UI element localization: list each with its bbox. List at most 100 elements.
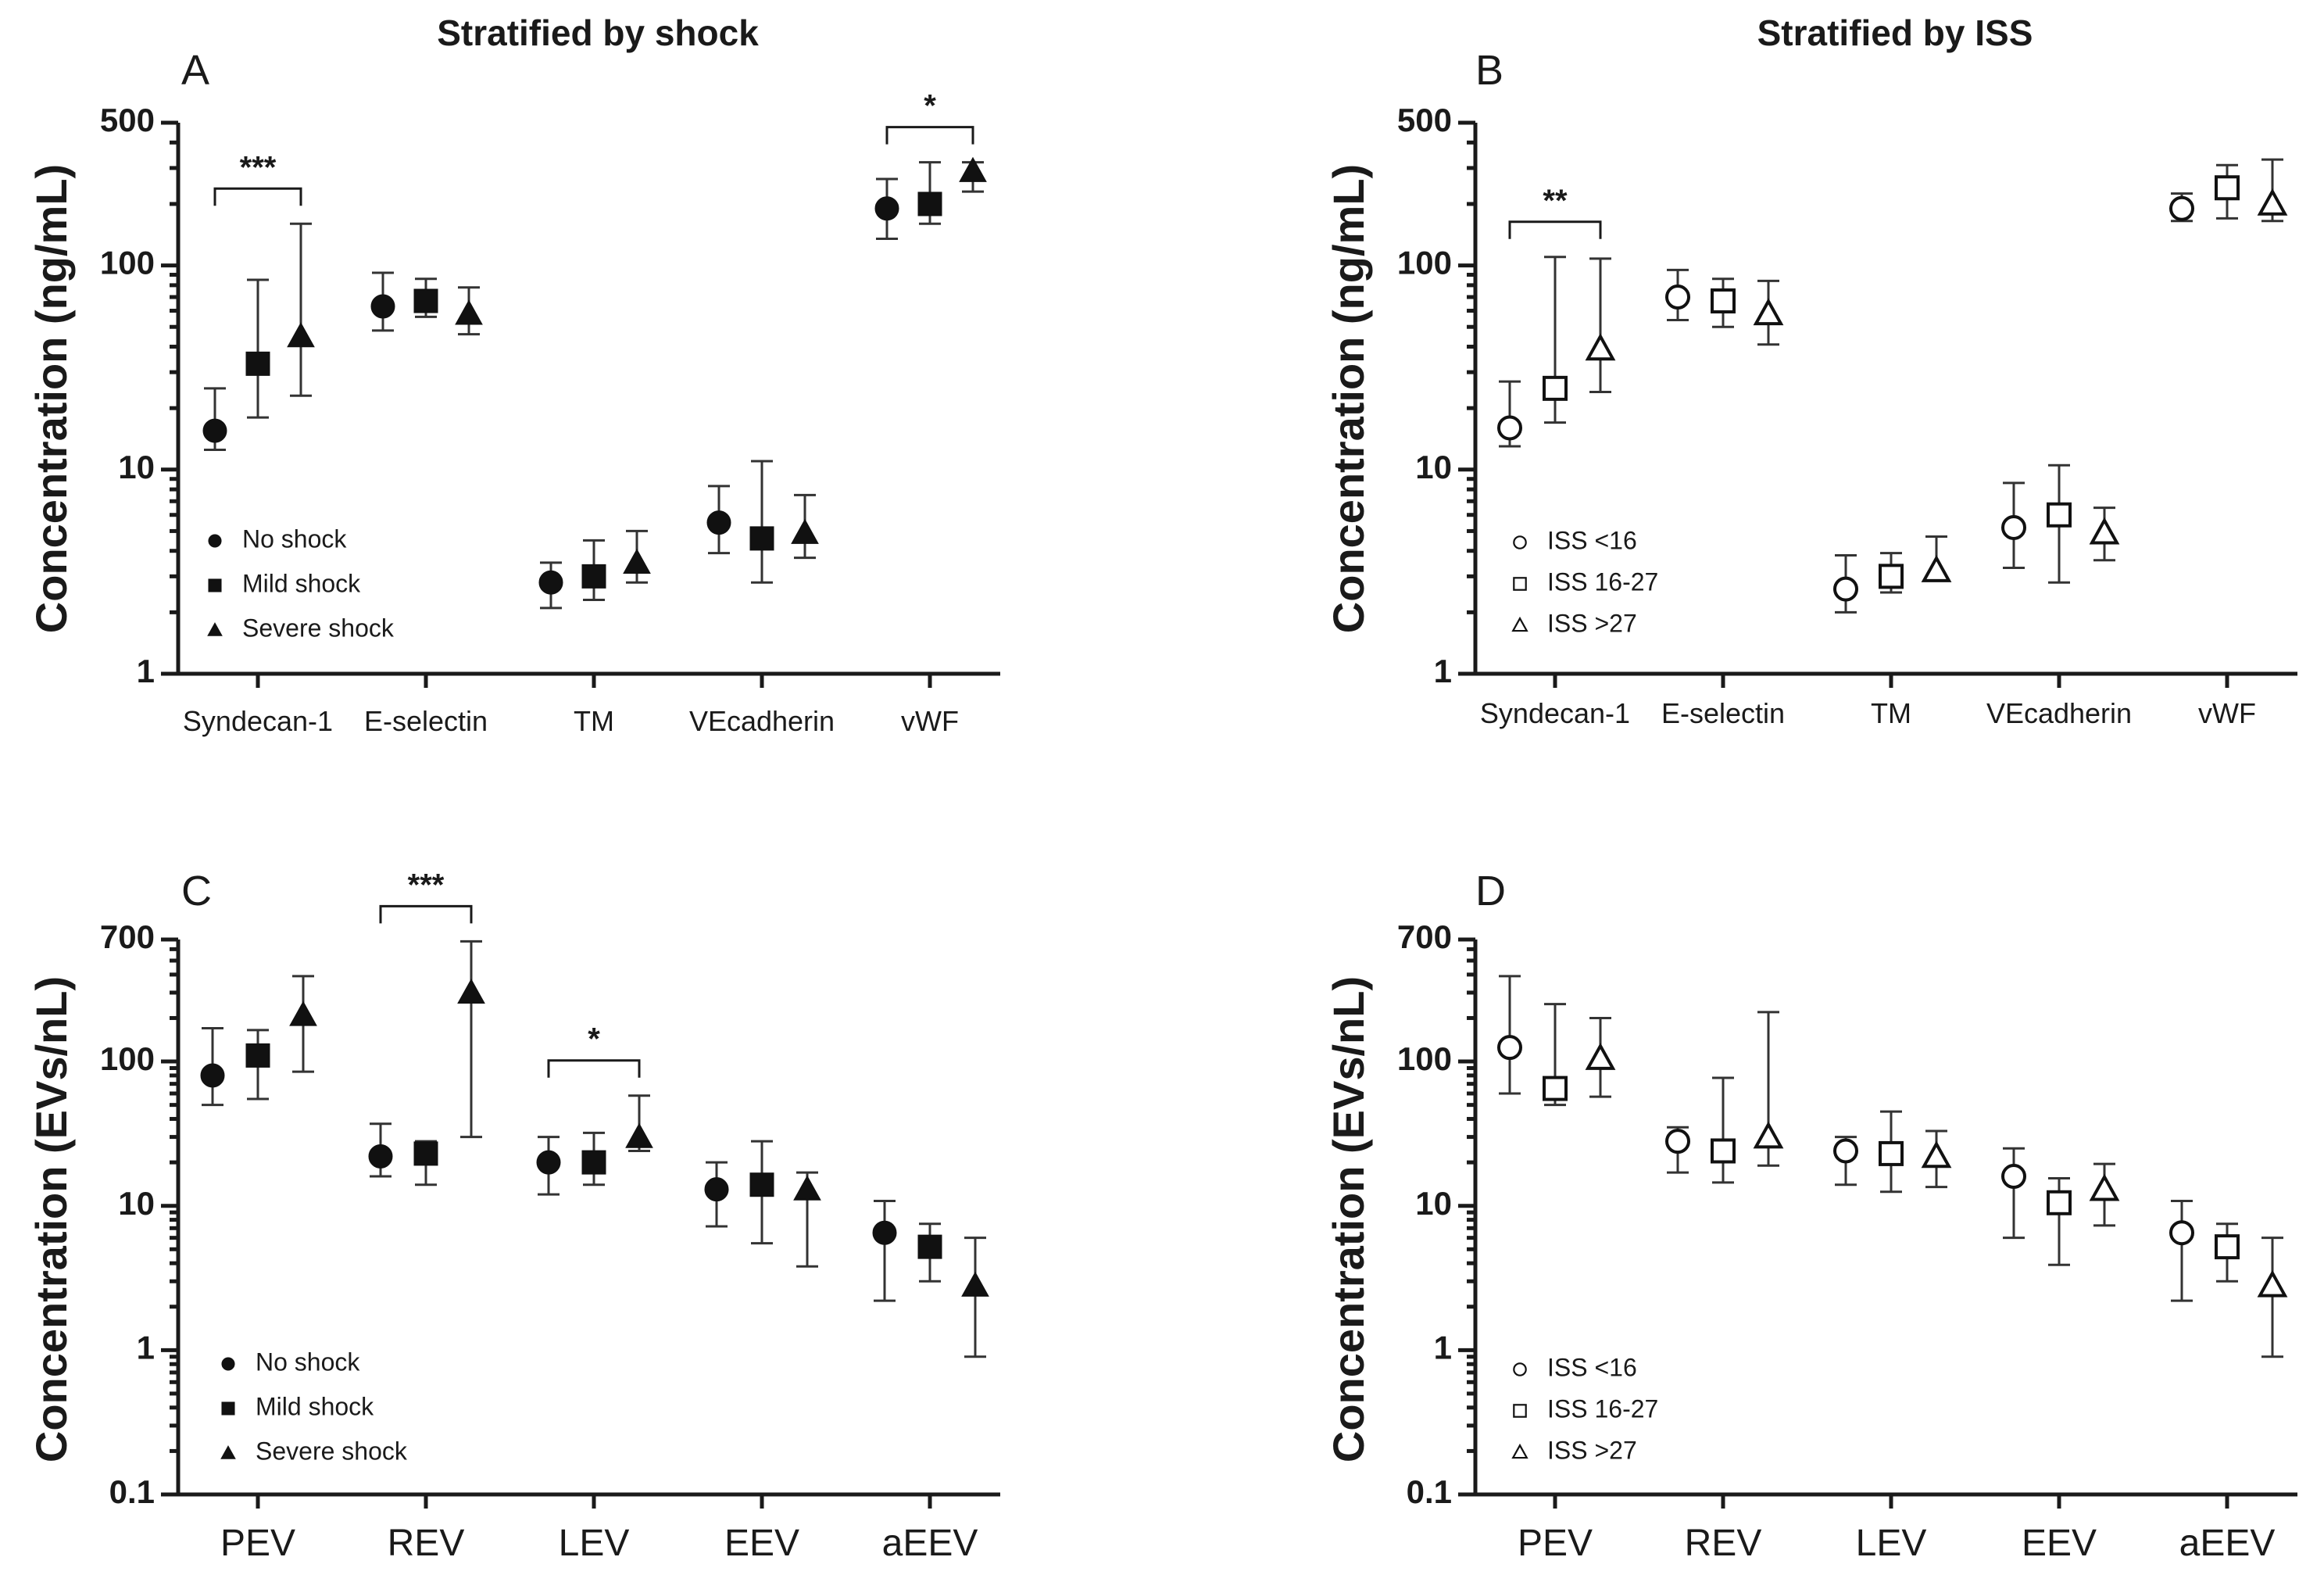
data-point xyxy=(959,156,987,182)
y-tick-label: 500 xyxy=(1397,102,1452,138)
data-point xyxy=(2001,514,2026,540)
data-point xyxy=(368,1144,393,1169)
y-tick-label: 1 xyxy=(1434,653,1452,689)
x-tick-label: E-selectin xyxy=(1661,697,1785,729)
y-tick-label: 700 xyxy=(100,918,155,955)
legend-marker xyxy=(1511,616,1528,632)
significance-bracket xyxy=(213,187,302,206)
data-point xyxy=(2001,1164,2026,1190)
x-tick-label: EEV xyxy=(2022,1523,2097,1564)
column-title-left: Stratified by shock xyxy=(437,13,759,53)
y-tick-label: 10 xyxy=(118,449,155,485)
legend-label: Mild shock xyxy=(242,569,361,597)
data-point xyxy=(749,526,774,551)
data-point xyxy=(1497,1035,1522,1061)
y-tick-label: 1 xyxy=(137,1329,155,1365)
x-tick-label: PEV xyxy=(1518,1523,1593,1564)
data-point xyxy=(749,1172,774,1197)
y-tick-label: 0.1 xyxy=(1407,1473,1452,1510)
data-point xyxy=(1665,1129,1690,1154)
x-tick-label: aEEV xyxy=(882,1523,978,1564)
data-point xyxy=(245,1043,270,1068)
legend-marker xyxy=(208,578,222,592)
data-point xyxy=(917,1234,942,1259)
data-point xyxy=(2257,1269,2288,1297)
data-point xyxy=(1497,415,1522,441)
data-point xyxy=(581,564,606,589)
legend-label: ISS 16-27 xyxy=(1547,1394,1658,1423)
legend-label: Severe shock xyxy=(242,614,395,642)
y-axis-label: Concentration (EVs/nL) xyxy=(1324,976,1373,1462)
x-tick-label: REV xyxy=(1685,1523,1762,1564)
data-point xyxy=(1543,375,1568,401)
legend-label: No shock xyxy=(242,524,347,553)
legend-marker xyxy=(1513,535,1527,549)
data-point xyxy=(2169,195,2194,221)
legend-label: ISS >27 xyxy=(1547,1436,1637,1464)
legend-label: ISS <16 xyxy=(1547,1353,1637,1381)
data-point xyxy=(1753,298,1784,326)
y-tick-label: 700 xyxy=(1397,918,1452,955)
legend-label: Severe shock xyxy=(256,1437,408,1465)
panel-label: D xyxy=(1475,868,1506,914)
data-point xyxy=(1711,1138,1736,1164)
data-point xyxy=(2089,1173,2120,1201)
legend-marker xyxy=(221,1401,235,1416)
x-tick-label: Syndecan-1 xyxy=(183,705,333,737)
data-point xyxy=(2215,175,2240,201)
data-point xyxy=(536,1150,561,1175)
data-point xyxy=(455,299,483,325)
significance-label: * xyxy=(924,89,936,123)
significance-bracket xyxy=(1508,220,1602,239)
x-tick-label: Syndecan-1 xyxy=(1480,697,1630,729)
significance-bracket xyxy=(379,904,473,924)
y-tick-label: 100 xyxy=(1397,1040,1452,1077)
data-point xyxy=(623,548,651,574)
y-axis-label: Concentration (EVs/nL) xyxy=(27,976,76,1462)
y-tick-label: 500 xyxy=(100,102,155,138)
x-tick-label: LEV xyxy=(559,1523,630,1564)
legend-marker xyxy=(221,1357,235,1371)
significance-bracket xyxy=(885,126,974,145)
data-point xyxy=(538,570,563,595)
data-point xyxy=(457,978,485,1004)
data-point xyxy=(1879,564,1904,589)
data-point xyxy=(1833,1138,1858,1164)
panel-label: B xyxy=(1475,47,1503,94)
y-tick-label: 100 xyxy=(100,1040,155,1077)
legend-label: No shock xyxy=(256,1348,360,1376)
legend-marker xyxy=(1511,1443,1528,1459)
data-point xyxy=(245,351,270,376)
panel-c: C Concentration (EVs/nL) 0.1 1 10 100 700 PEV RE… xyxy=(27,868,1000,1564)
x-tick-label: TM xyxy=(1871,697,1911,729)
data-point xyxy=(2047,502,2072,528)
data-point xyxy=(961,1271,989,1297)
data-point xyxy=(1665,285,1690,310)
data-point xyxy=(2169,1220,2194,1246)
x-tick-label: VEcadherin xyxy=(1986,697,2132,729)
legend-marker xyxy=(207,622,223,636)
x-tick-label: LEV xyxy=(1856,1523,1927,1564)
data-point xyxy=(1879,1140,1904,1166)
y-tick-label: 10 xyxy=(1415,1185,1452,1222)
data-point xyxy=(1921,554,1952,582)
legend-label: ISS <16 xyxy=(1547,526,1637,554)
y-tick-label: 10 xyxy=(1415,449,1452,485)
y-tick-label: 100 xyxy=(1397,245,1452,281)
x-tick-label: vWF xyxy=(901,705,959,737)
y-tick-label: 100 xyxy=(100,245,155,281)
x-tick-label: EEV xyxy=(724,1523,799,1564)
significance-bracket xyxy=(547,1059,641,1078)
y-tick-label: 1 xyxy=(137,653,155,689)
data-point xyxy=(581,1150,606,1175)
data-point xyxy=(2257,188,2288,216)
y-tick-label: 10 xyxy=(118,1185,155,1222)
data-point xyxy=(2089,517,2120,545)
data-point xyxy=(1711,288,1736,314)
y-axis-label: Concentration (ng/mL) xyxy=(27,164,76,633)
x-tick-label: VEcadherin xyxy=(689,705,835,737)
legend-marker xyxy=(1513,1404,1527,1418)
data-point xyxy=(917,191,942,217)
significance-label: * xyxy=(588,1022,600,1057)
data-point xyxy=(1543,1076,1568,1101)
